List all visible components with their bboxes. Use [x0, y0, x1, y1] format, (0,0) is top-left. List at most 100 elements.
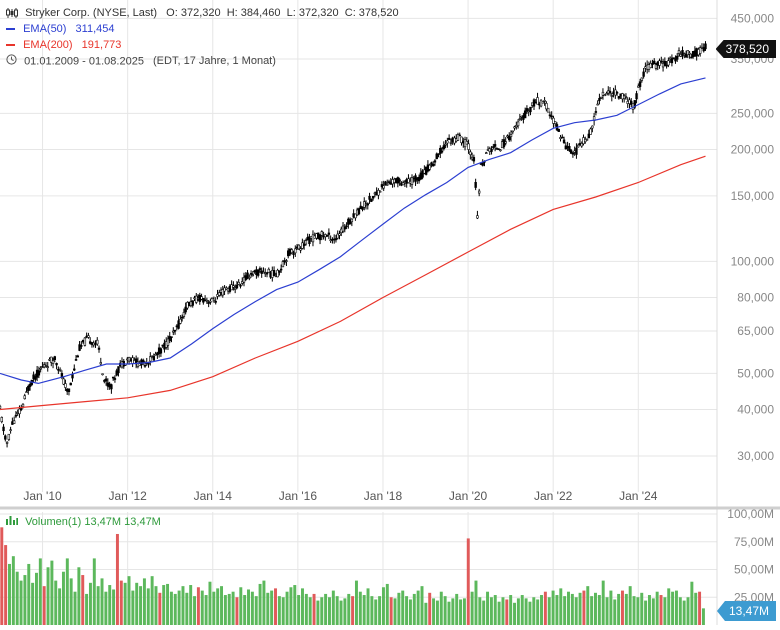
volume-bar: [50, 560, 54, 625]
ema50-legend[interactable]: EMA(50) 311,454: [6, 22, 114, 36]
volume-bar: [520, 595, 524, 625]
candle-body: [214, 301, 217, 303]
candle-body: [465, 141, 469, 145]
volume-bar: [189, 585, 193, 625]
candle-body: [469, 151, 472, 155]
volume-bar: [324, 593, 328, 625]
candle-body: [460, 136, 463, 144]
candle-icon-glyph: [6, 8, 18, 19]
candle-body: [667, 60, 670, 66]
candle-body: [442, 145, 446, 150]
ema50-swatch: [6, 28, 15, 31]
ema50-value: 311,454: [75, 23, 115, 35]
candle-body: [481, 162, 484, 166]
volume-bar: [405, 596, 409, 625]
candle-body: [433, 160, 437, 163]
candle-body: [2, 426, 5, 432]
volume-bar: [455, 593, 459, 625]
candle-body: [663, 60, 667, 67]
volume-axis: 100,00M 75,00M 50,00M 25,00M: [727, 507, 774, 604]
candle-body: [290, 249, 293, 254]
volume-bar: [158, 592, 162, 625]
ema200-legend[interactable]: EMA(200) 191,773: [6, 38, 121, 52]
volume-bar: [270, 590, 274, 625]
volume-bar: [412, 593, 416, 625]
volume-bar: [193, 596, 197, 625]
candle-body: [279, 268, 283, 271]
volume-bar: [555, 595, 559, 625]
candle-body: [432, 163, 435, 167]
candle-body: [143, 365, 147, 367]
volume-bar: [513, 602, 517, 625]
candle-body: [320, 231, 324, 236]
volume-bar: [624, 593, 628, 625]
candle-body: [325, 234, 329, 237]
candle-body: [467, 143, 470, 150]
y-tick-label: 100,000: [731, 254, 775, 268]
volume-bar: [393, 598, 397, 625]
volume-bar: [212, 591, 216, 625]
candle-body: [53, 356, 57, 360]
volume-bar: [115, 533, 119, 625]
volume-bar: [277, 596, 281, 625]
volume-tick-label: 25,00M: [734, 590, 774, 604]
candle-body: [110, 384, 113, 390]
candle-body: [258, 268, 262, 270]
candle-body: [447, 137, 451, 140]
candle-body: [577, 144, 580, 148]
candle-body: [562, 139, 566, 144]
candle-body: [58, 368, 62, 371]
candle-body: [518, 118, 522, 120]
candle-body: [477, 190, 481, 194]
candle-body: [127, 357, 131, 362]
x-tick-label: Jan '18: [364, 489, 403, 503]
candle-body: [12, 420, 16, 424]
candle-body: [371, 196, 375, 199]
candle-body: [9, 429, 12, 431]
candle-body: [207, 302, 210, 304]
volume-bar: [605, 597, 609, 625]
volume-bar: [567, 591, 570, 625]
volume-bar: [474, 580, 478, 625]
y-tick-label: 200,000: [731, 142, 775, 156]
volume-legend[interactable]: Volumen(1) 13,47M 13,47M: [6, 516, 161, 528]
last-volume-badge: 13,47M: [716, 601, 776, 621]
volume-bar: [31, 582, 35, 625]
volume-bar: [85, 593, 89, 625]
candle-body: [492, 146, 495, 148]
volume-bar: [655, 591, 659, 625]
candle-body: [508, 135, 511, 141]
volume-bar: [385, 583, 389, 625]
volume-bar: [8, 563, 11, 625]
symbol-name: Stryker Corp. (NYSE, Last): [25, 7, 158, 19]
candle-body: [111, 376, 115, 379]
x-tick-label: Jan '12: [108, 489, 147, 503]
candle-body: [370, 199, 373, 202]
volume-bar: [586, 586, 590, 625]
candle-body: [670, 58, 674, 64]
candle-body: [557, 128, 560, 132]
candle-body: [308, 236, 311, 245]
volume-bar: [162, 585, 166, 625]
x-tick-label: Jan '16: [279, 489, 318, 503]
candle-body: [649, 63, 652, 68]
symbol-legend: Stryker Corp. (NYSE, Last) O: 372,320 H:…: [6, 6, 399, 20]
candle-body: [278, 270, 281, 273]
candle-body: [384, 181, 387, 186]
volume-label: Volumen(1): [25, 516, 82, 528]
volume-bar: [154, 586, 158, 625]
volume-bar: [100, 578, 104, 625]
candle-body: [248, 277, 251, 279]
candle-body: [39, 367, 42, 370]
volume-bar: [297, 595, 301, 625]
volume-bar: [609, 590, 613, 625]
volume-bar: [701, 608, 705, 625]
candle-body: [386, 184, 389, 186]
volume-bar: [135, 582, 139, 625]
candle-body: [653, 60, 656, 65]
candle-body: [179, 318, 182, 324]
y-tick-label: 65,000: [737, 324, 774, 338]
volume-bar: [127, 576, 131, 625]
